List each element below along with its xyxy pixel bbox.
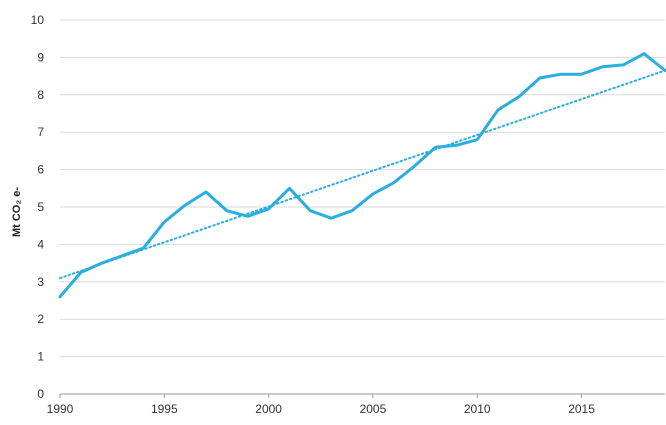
x-tick-label: 1995 (151, 402, 178, 416)
y-axis-label: Mt CO₂ e- (11, 187, 23, 237)
y-tick-label: 0 (37, 387, 44, 401)
x-tick-label: 2000 (255, 402, 282, 416)
y-tick-labels: 0 1 2 3 4 5 6 7 8 9 10 (31, 13, 45, 401)
x-tick-label: 1990 (47, 402, 74, 416)
x-tick-label: 2010 (464, 402, 491, 416)
y-tick-label: 9 (37, 50, 44, 64)
x-tick-label: 2015 (568, 402, 595, 416)
y-tick-label: 5 (37, 200, 44, 214)
trend-line (59, 69, 666, 280)
y-tick-label: 10 (31, 13, 45, 27)
y-tick-label: 3 (37, 275, 44, 289)
emissions-line (58, 52, 666, 299)
y-tick-label: 1 (37, 350, 44, 364)
series-lines (58, 52, 666, 299)
y-tick-label: 6 (37, 163, 44, 177)
y-tick-label: 8 (37, 88, 44, 102)
x-tick-labels: 1990 1995 2000 2005 2010 2015 (47, 394, 595, 416)
y-tick-label: 7 (37, 125, 44, 139)
x-tick-label: 2005 (360, 402, 387, 416)
y-tick-label: 2 (37, 312, 44, 326)
gridlines (60, 19, 665, 395)
y-tick-label: 4 (37, 237, 44, 251)
